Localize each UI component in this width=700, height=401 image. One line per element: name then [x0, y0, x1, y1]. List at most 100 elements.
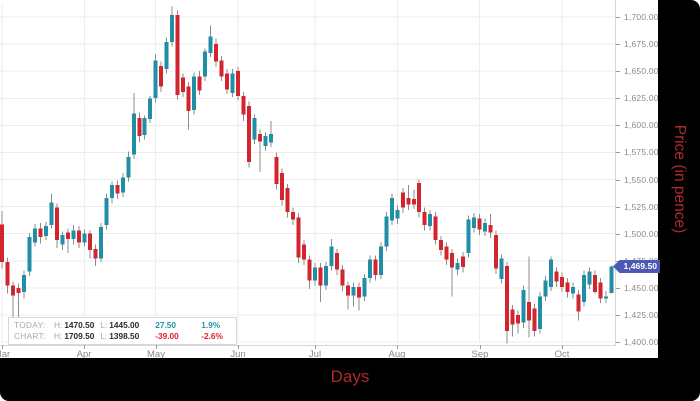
- candle[interactable]: [400, 192, 405, 208]
- candle[interactable]: [203, 51, 208, 77]
- candle[interactable]: [581, 274, 586, 302]
- candle[interactable]: [323, 266, 328, 286]
- candle[interactable]: [285, 188, 290, 212]
- candle[interactable]: [22, 274, 26, 293]
- candle[interactable]: [516, 314, 521, 324]
- candle[interactable]: [565, 282, 570, 293]
- candle[interactable]: [0, 224, 4, 262]
- candle[interactable]: [301, 244, 306, 260]
- candle[interactable]: [109, 184, 114, 198]
- candle[interactable]: [27, 236, 32, 272]
- candle[interactable]: [225, 73, 230, 90]
- candle[interactable]: [356, 286, 361, 298]
- candle[interactable]: [291, 212, 295, 220]
- candle[interactable]: [477, 218, 482, 230]
- candle[interactable]: [444, 246, 449, 260]
- candle[interactable]: [93, 248, 98, 259]
- candle[interactable]: [351, 286, 356, 296]
- candle[interactable]: [54, 207, 59, 241]
- candle[interactable]: [549, 259, 553, 287]
- candle[interactable]: [433, 216, 438, 241]
- candle[interactable]: [543, 280, 548, 297]
- candle[interactable]: [329, 246, 334, 267]
- candle[interactable]: [280, 173, 284, 201]
- candle[interactable]: [258, 134, 262, 142]
- candle[interactable]: [170, 14, 175, 42]
- candle[interactable]: [131, 113, 136, 155]
- candle[interactable]: [296, 217, 301, 258]
- candle[interactable]: [230, 73, 235, 93]
- candle[interactable]: [5, 261, 10, 286]
- candle[interactable]: [65, 232, 70, 240]
- candle[interactable]: [82, 233, 87, 243]
- candle[interactable]: [406, 197, 411, 205]
- candle[interactable]: [428, 214, 433, 227]
- candle[interactable]: [11, 285, 15, 296]
- candle[interactable]: [576, 294, 581, 312]
- candle[interactable]: [236, 71, 241, 97]
- candle[interactable]: [247, 105, 252, 163]
- candle[interactable]: [38, 228, 43, 237]
- candle[interactable]: [164, 41, 169, 69]
- candle[interactable]: [554, 271, 559, 282]
- candle[interactable]: [538, 296, 542, 330]
- candle[interactable]: [175, 14, 180, 95]
- candle[interactable]: [505, 266, 510, 332]
- candle[interactable]: [499, 258, 504, 280]
- candle[interactable]: [603, 296, 608, 299]
- candle[interactable]: [148, 98, 153, 119]
- candle[interactable]: [521, 290, 526, 323]
- candle[interactable]: [395, 209, 400, 219]
- candle[interactable]: [137, 117, 142, 137]
- candle[interactable]: [219, 60, 224, 77]
- candle[interactable]: [455, 262, 460, 270]
- candle[interactable]: [411, 199, 416, 205]
- candle[interactable]: [472, 217, 477, 229]
- candle[interactable]: [49, 202, 54, 226]
- candle[interactable]: [587, 271, 592, 285]
- candle[interactable]: [192, 76, 197, 111]
- candle[interactable]: [422, 212, 427, 225]
- candle[interactable]: [345, 285, 350, 296]
- candle[interactable]: [76, 230, 81, 243]
- candle[interactable]: [252, 117, 257, 140]
- candle[interactable]: [461, 256, 466, 268]
- candle[interactable]: [214, 44, 219, 62]
- candle[interactable]: [483, 222, 488, 232]
- candle[interactable]: [274, 156, 279, 184]
- candle[interactable]: [362, 278, 367, 297]
- candle[interactable]: [153, 60, 158, 99]
- candle[interactable]: [494, 234, 499, 269]
- candle[interactable]: [367, 259, 372, 279]
- candle[interactable]: [417, 182, 422, 213]
- candle[interactable]: [466, 219, 471, 254]
- candle[interactable]: [307, 259, 312, 281]
- candle[interactable]: [16, 287, 21, 294]
- candle[interactable]: [609, 266, 614, 294]
- candle[interactable]: [488, 225, 493, 233]
- candle[interactable]: [269, 134, 273, 143]
- candle[interactable]: [389, 197, 394, 221]
- candle[interactable]: [43, 226, 48, 236]
- candle[interactable]: [598, 282, 603, 299]
- candle[interactable]: [384, 216, 389, 247]
- candle[interactable]: [263, 136, 268, 146]
- candle[interactable]: [60, 234, 65, 245]
- candle[interactable]: [373, 259, 378, 275]
- candle[interactable]: [115, 184, 120, 194]
- candle[interactable]: [104, 197, 109, 225]
- candle[interactable]: [334, 253, 339, 270]
- candle[interactable]: [450, 253, 455, 268]
- candle[interactable]: [510, 309, 515, 325]
- candle[interactable]: [378, 246, 383, 275]
- candle[interactable]: [142, 117, 147, 136]
- candle[interactable]: [241, 96, 246, 115]
- candle[interactable]: [159, 65, 164, 87]
- candle[interactable]: [71, 230, 76, 240]
- candle[interactable]: [32, 228, 37, 243]
- candle[interactable]: [592, 274, 597, 293]
- candle[interactable]: [181, 77, 186, 92]
- candle[interactable]: [120, 177, 125, 193]
- candle[interactable]: [340, 269, 345, 286]
- candle[interactable]: [532, 308, 537, 332]
